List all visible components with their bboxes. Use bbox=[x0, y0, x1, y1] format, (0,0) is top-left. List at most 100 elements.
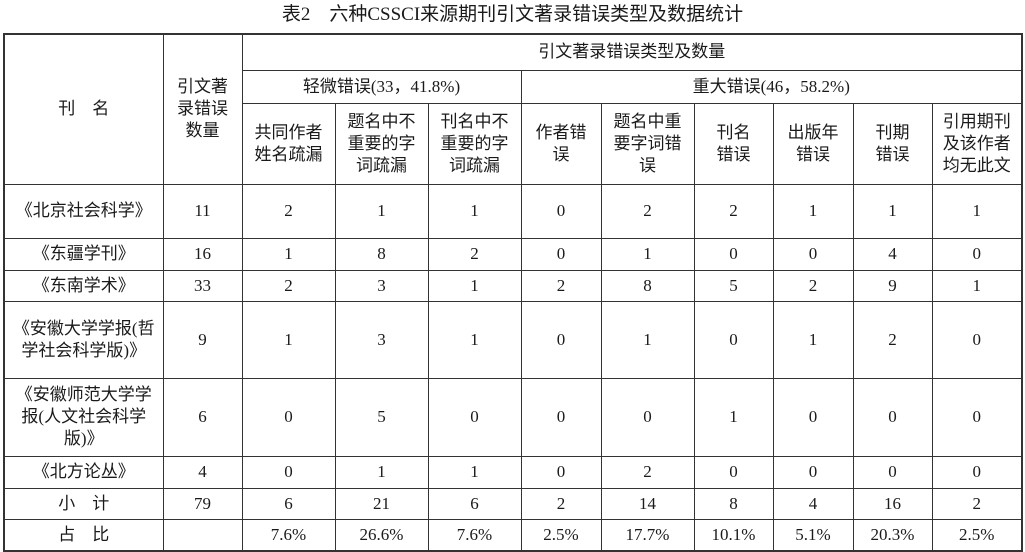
data-cell: 5 bbox=[693, 269, 774, 302]
data-cell: 0 bbox=[427, 377, 522, 457]
data-cell: 8 bbox=[334, 237, 429, 271]
header-column: 刊期错误 bbox=[852, 102, 933, 185]
data-cell: 0 bbox=[520, 455, 602, 489]
data-cell: 0 bbox=[931, 377, 1023, 457]
header-journal: 刊 名 bbox=[3, 33, 164, 185]
data-cell: 2 bbox=[427, 237, 522, 271]
data-cell: 21 bbox=[334, 487, 429, 520]
data-cell: 0 bbox=[520, 237, 602, 271]
header-error-types: 引文著录错误类型及数量 bbox=[241, 33, 1023, 71]
header-column: 作者错误 bbox=[520, 102, 602, 185]
data-cell: 0 bbox=[520, 300, 602, 379]
data-cell: 14 bbox=[600, 487, 695, 520]
data-cell: 1 bbox=[600, 300, 695, 379]
data-cell: 0 bbox=[241, 455, 336, 489]
data-cell: 79 bbox=[162, 487, 243, 520]
data-cell: 2.5% bbox=[931, 518, 1023, 552]
header-column: 刊名中不重要的字词疏漏 bbox=[427, 102, 522, 185]
data-cell: 0 bbox=[772, 237, 854, 271]
data-cell: 4 bbox=[162, 455, 243, 489]
data-cell: 3 bbox=[334, 269, 429, 302]
data-cell: 20.3% bbox=[852, 518, 933, 552]
data-cell: 2 bbox=[520, 269, 602, 302]
data-cell: 33 bbox=[162, 269, 243, 302]
data-cell: 1 bbox=[241, 237, 336, 271]
data-cell: 16 bbox=[852, 487, 933, 520]
data-cell: 2 bbox=[931, 487, 1023, 520]
table-row: 《安徽师范大学学报(人文社会科学版)》 6 0 5 0 0 0 1 0 0 0 bbox=[3, 377, 1023, 457]
data-cell: 0 bbox=[852, 455, 933, 489]
data-cell: 0 bbox=[520, 377, 602, 457]
data-cell: 0 bbox=[693, 300, 774, 379]
data-cell: 9 bbox=[852, 269, 933, 302]
journal-name: 《安徽师范大学学报(人文社会科学版)》 bbox=[3, 377, 164, 457]
journal-name: 《北京社会科学》 bbox=[3, 183, 164, 239]
data-cell: 9 bbox=[162, 300, 243, 379]
data-cell: 6 bbox=[427, 487, 522, 520]
header-column: 刊名错误 bbox=[693, 102, 774, 185]
data-cell: 4 bbox=[852, 237, 933, 271]
table-row: 《东南学术》 33 2 3 1 2 8 5 2 9 1 bbox=[3, 269, 1023, 302]
data-cell: 1 bbox=[334, 455, 429, 489]
data-cell: 6 bbox=[241, 487, 336, 520]
header-major-errors: 重大错误(46，58.2%) bbox=[520, 69, 1023, 104]
data-cell: 1 bbox=[772, 183, 854, 239]
data-cell: 1 bbox=[931, 183, 1023, 239]
header-column: 题名中不重要的字词疏漏 bbox=[334, 102, 429, 185]
data-cell: 1 bbox=[241, 300, 336, 379]
data-cell: 0 bbox=[772, 377, 854, 457]
data-cell: 7.6% bbox=[427, 518, 522, 552]
table-row: 小 计 79 6 21 6 2 14 8 4 16 2 bbox=[3, 487, 1023, 520]
data-cell: 26.6% bbox=[334, 518, 429, 552]
data-cell: 1 bbox=[427, 183, 522, 239]
data-cell: 0 bbox=[931, 455, 1023, 489]
data-cell: 2 bbox=[600, 183, 695, 239]
header-column: 共同作者姓名疏漏 bbox=[241, 102, 336, 185]
header-column: 出版年错误 bbox=[772, 102, 854, 185]
data-cell: 0 bbox=[852, 377, 933, 457]
table-row: 《北方论丛》 4 0 1 1 0 2 0 0 0 0 bbox=[3, 455, 1023, 489]
data-cell: 11 bbox=[162, 183, 243, 239]
table-row: 占 比 7.6% 26.6% 7.6% 2.5% 17.7% 10.1% 5.1% 20.3% 2… bbox=[3, 518, 1023, 552]
journal-name: 《东疆学刊》 bbox=[3, 237, 164, 271]
data-cell: 1 bbox=[693, 377, 774, 457]
data-cell: 3 bbox=[334, 300, 429, 379]
data-cell: 2 bbox=[241, 183, 336, 239]
data-cell: 10.1% bbox=[693, 518, 774, 552]
journal-name: 占 比 bbox=[3, 518, 164, 552]
data-cell: 1 bbox=[600, 237, 695, 271]
data-cell: 5 bbox=[334, 377, 429, 457]
data-cell: 0 bbox=[693, 455, 774, 489]
data-cell: 4 bbox=[772, 487, 854, 520]
header-column: 题名中重要字词错误 bbox=[600, 102, 695, 185]
data-cell: 1 bbox=[931, 269, 1023, 302]
data-cell: 1 bbox=[427, 455, 522, 489]
header-error-count: 引文著录错误数量 bbox=[162, 33, 243, 185]
data-cell: 1 bbox=[772, 300, 854, 379]
data-cell: 6 bbox=[162, 377, 243, 457]
data-cell: 2 bbox=[693, 183, 774, 239]
data-cell: 0 bbox=[931, 300, 1023, 379]
error-statistics-table: 刊 名 引文著录错误数量 引文著录错误类型及数量 轻微错误(33，41.8%) … bbox=[3, 33, 1023, 552]
journal-name: 《东南学术》 bbox=[3, 269, 164, 302]
data-cell: 0 bbox=[772, 455, 854, 489]
data-cell: 5.1% bbox=[772, 518, 854, 552]
data-cell: 16 bbox=[162, 237, 243, 271]
data-cell: 0 bbox=[693, 237, 774, 271]
header-minor-errors: 轻微错误(33，41.8%) bbox=[241, 69, 522, 104]
data-cell: 8 bbox=[693, 487, 774, 520]
table-row: 《东疆学刊》 16 1 8 2 0 1 0 0 4 0 bbox=[3, 237, 1023, 271]
data-cell: 2 bbox=[520, 487, 602, 520]
data-cell: 2.5% bbox=[520, 518, 602, 552]
data-cell: 7.6% bbox=[241, 518, 336, 552]
journal-name: 《北方论丛》 bbox=[3, 455, 164, 489]
data-cell: 17.7% bbox=[600, 518, 695, 552]
table-caption: 表2 六种CSSCI来源期刊引文著录错误类型及数据统计 bbox=[281, 4, 744, 25]
data-cell: 1 bbox=[852, 183, 933, 239]
data-cell: 1 bbox=[334, 183, 429, 239]
journal-name: 小 计 bbox=[3, 487, 164, 520]
data-cell: 2 bbox=[772, 269, 854, 302]
data-cell: 0 bbox=[931, 237, 1023, 271]
data-cell: 2 bbox=[600, 455, 695, 489]
table-row: 《北京社会科学》 11 2 1 1 0 2 2 1 1 1 bbox=[3, 183, 1023, 239]
